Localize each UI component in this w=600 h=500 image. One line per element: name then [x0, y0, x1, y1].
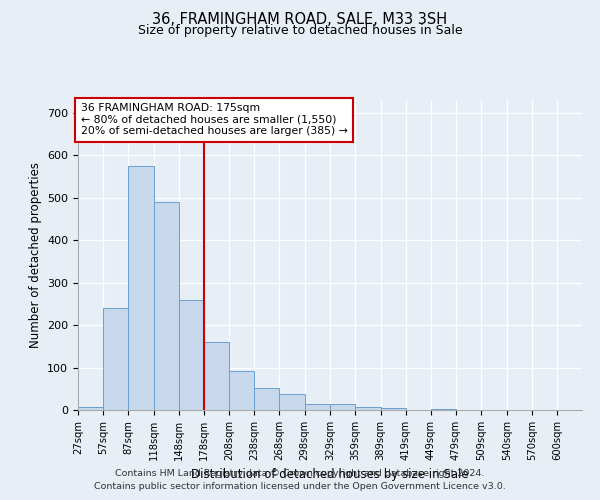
Bar: [78, 406, 103, 410]
Text: Contains HM Land Registry data © Crown copyright and database right 2024.: Contains HM Land Registry data © Crown c…: [115, 468, 485, 477]
Bar: [305, 404, 331, 410]
Bar: [179, 300, 204, 410]
Bar: [128, 166, 154, 410]
Text: Size of property relative to detached houses in Sale: Size of property relative to detached ho…: [137, 24, 463, 37]
Bar: [431, 408, 456, 410]
Y-axis label: Number of detached properties: Number of detached properties: [29, 162, 41, 348]
Text: 36, FRAMINGHAM ROAD, SALE, M33 3SH: 36, FRAMINGHAM ROAD, SALE, M33 3SH: [152, 12, 448, 28]
Bar: [229, 371, 254, 410]
Bar: [355, 406, 380, 410]
Text: 36 FRAMINGHAM ROAD: 175sqm
← 80% of detached houses are smaller (1,550)
20% of s: 36 FRAMINGHAM ROAD: 175sqm ← 80% of deta…: [80, 103, 347, 136]
Bar: [280, 394, 305, 410]
Bar: [103, 308, 128, 410]
Bar: [204, 342, 229, 410]
Bar: [380, 408, 406, 410]
Bar: [331, 404, 355, 410]
Bar: [254, 388, 280, 410]
Bar: [154, 202, 179, 410]
X-axis label: Distribution of detached houses by size in Sale: Distribution of detached houses by size …: [191, 468, 469, 481]
Text: Contains public sector information licensed under the Open Government Licence v3: Contains public sector information licen…: [94, 482, 506, 491]
